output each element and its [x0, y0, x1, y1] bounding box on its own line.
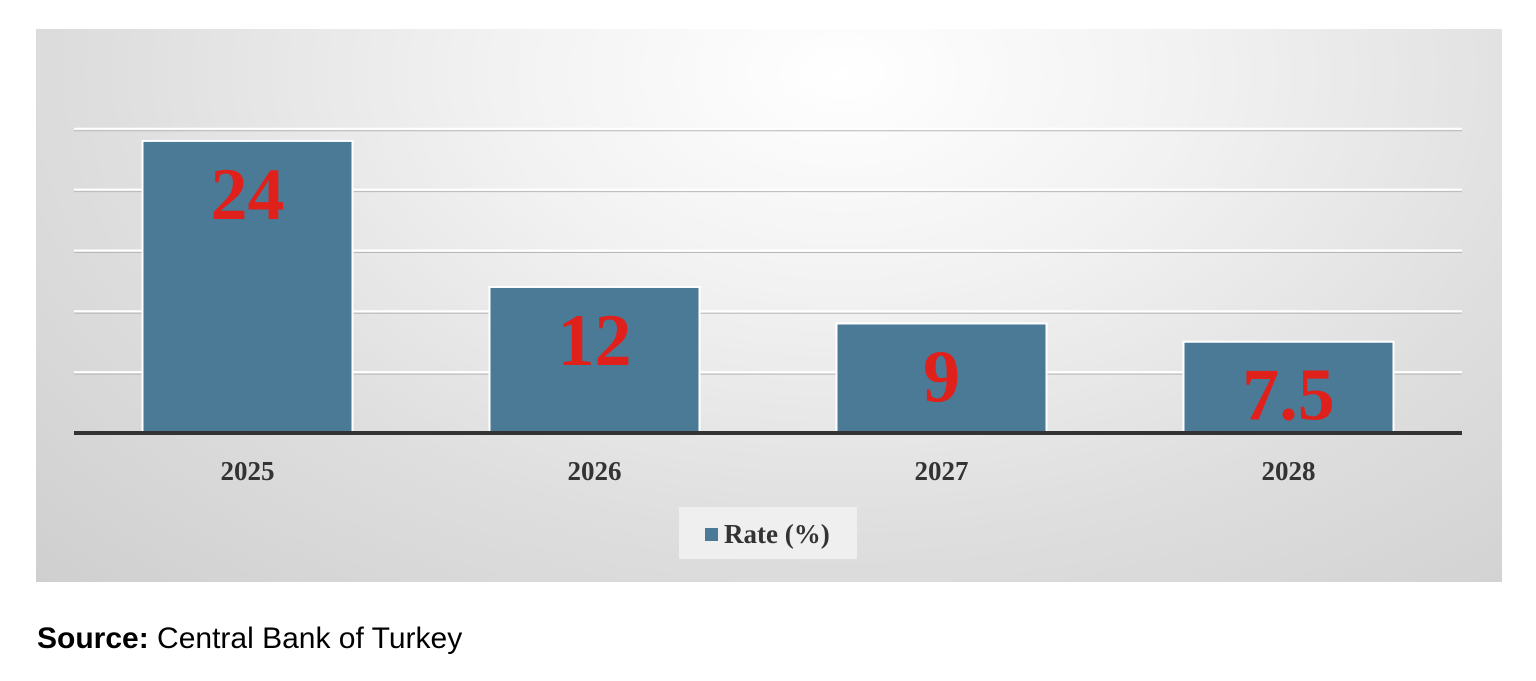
data-label-2026: 12	[558, 300, 632, 382]
bar-2025	[141, 139, 354, 434]
data-label-2025: 24	[211, 154, 285, 236]
x-tick-label-2026: 2026	[568, 456, 622, 486]
legend-swatch	[705, 528, 718, 541]
source-text: Central Bank of Turkey	[157, 622, 463, 655]
bar-2028	[1182, 340, 1395, 435]
source-label: Source:	[37, 622, 149, 655]
x-tick-label-2027: 2027	[915, 456, 969, 486]
x-tick-label-2025: 2025	[221, 456, 275, 486]
bar-2026	[488, 285, 701, 434]
chart-panel: 24 2025 12 2026 9 2027 7.5 2028 Rate (%)	[36, 29, 1502, 582]
data-label-2028: 7.5	[1242, 354, 1335, 436]
x-tick-label-2028: 2028	[1262, 456, 1316, 486]
legend-label: Rate (%)	[724, 519, 830, 549]
bar-chart: 24 2025 12 2026 9 2027 7.5 2028 Rate (%)	[74, 127, 1462, 559]
source-line: Source: Central Bank of Turkey	[37, 622, 462, 656]
data-label-2027: 9	[923, 336, 960, 418]
